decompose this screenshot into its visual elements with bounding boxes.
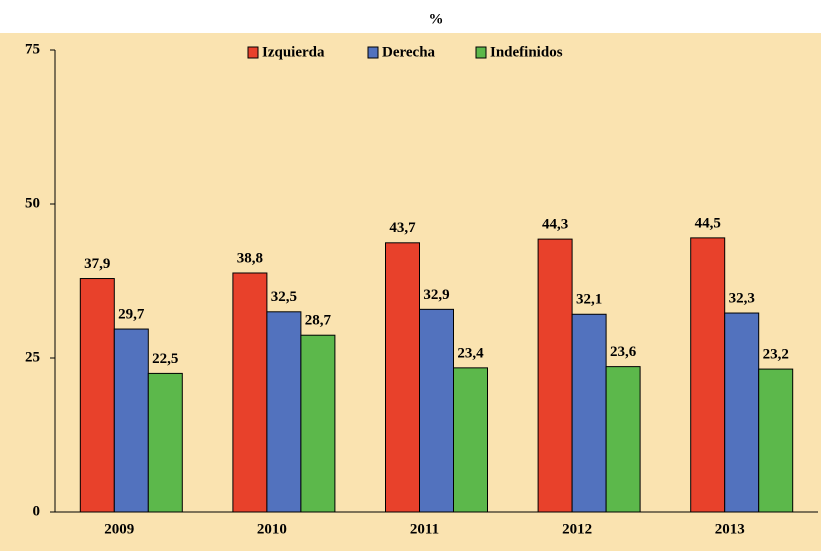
bar <box>300 334 336 513</box>
legend-swatch <box>475 46 487 59</box>
bar <box>232 272 268 513</box>
bar <box>385 242 420 513</box>
chart-title: % <box>429 11 444 27</box>
bar <box>537 238 573 513</box>
legend-swatch <box>367 46 379 59</box>
y-tick-label: 25 <box>25 349 40 365</box>
value-label: 37,9 <box>84 256 110 272</box>
value-label: 23,2 <box>763 347 789 363</box>
bar <box>724 312 760 513</box>
value-label: 44,3 <box>542 217 568 233</box>
bar <box>147 372 183 513</box>
legend-label: Izquierda <box>262 44 325 60</box>
bar <box>113 328 149 513</box>
x-tick-label: 2010 <box>257 521 287 537</box>
value-label: 44,5 <box>695 215 721 231</box>
x-tick-label: 2012 <box>562 521 592 537</box>
value-label: 32,1 <box>576 292 602 308</box>
y-tick-label: 50 <box>25 195 40 211</box>
x-tick-label: 2009 <box>104 521 134 537</box>
value-label: 22,5 <box>152 351 178 367</box>
y-tick-label: 75 <box>25 41 40 57</box>
bar <box>419 308 454 513</box>
legend-label: Derecha <box>382 44 436 60</box>
value-label: 23,6 <box>610 344 637 360</box>
value-label: 32,3 <box>729 290 755 306</box>
bar <box>605 366 641 513</box>
bar <box>758 368 794 513</box>
bar <box>79 278 115 513</box>
value-label: 38,8 <box>237 250 263 266</box>
value-label: 32,9 <box>423 287 449 303</box>
value-label: 43,7 <box>389 220 416 236</box>
value-label: 28,7 <box>305 313 332 329</box>
value-label: 23,4 <box>457 345 484 361</box>
x-tick-label: 2011 <box>410 521 439 537</box>
y-tick-label: 0 <box>33 503 41 519</box>
value-label: 29,7 <box>118 306 145 322</box>
bar <box>453 367 488 513</box>
value-label: 32,5 <box>271 289 297 305</box>
bar <box>571 313 607 513</box>
legend-label: Indefinidos <box>490 44 563 60</box>
bar <box>266 311 302 513</box>
legend-swatch <box>247 46 259 59</box>
x-tick-label: 2013 <box>715 521 745 537</box>
bar <box>690 237 726 513</box>
